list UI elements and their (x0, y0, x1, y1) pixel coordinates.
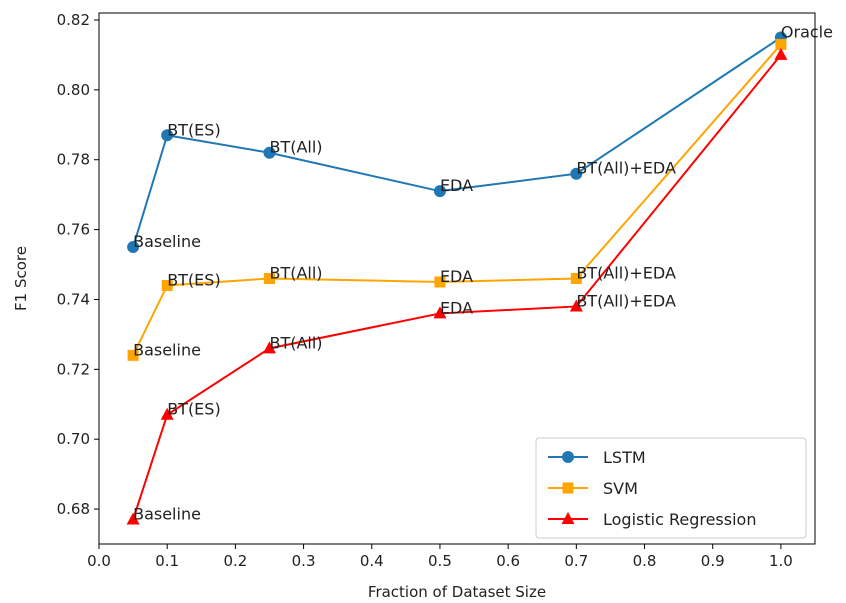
y-tick-label: 0.78 (57, 151, 90, 169)
data-point-label: Baseline (133, 340, 201, 359)
x-axis: 0.0 0.1 0.2 0.3 0.4 0.5 0.6 0.7 0.8 0.9 1.0 (87, 544, 793, 570)
y-axis-title: F1 Score (12, 246, 30, 311)
data-point-marker (161, 279, 173, 291)
x-tick-label: 0.8 (633, 552, 657, 570)
data-point-marker (160, 407, 174, 420)
legend-entry: SVM (603, 479, 638, 498)
data-point-marker (433, 306, 447, 319)
series-line-lstm (132, 36, 782, 248)
y-tick-label: 0.82 (57, 11, 90, 29)
data-point-label: BT(All) (269, 264, 322, 283)
data-point-marker (263, 273, 275, 284)
y-axis: 0.68 0.70 0.72 0.74 0.76 0.78 0.80 0.82 (57, 11, 99, 518)
series-line-svm (132, 43, 782, 356)
data-point-marker (775, 38, 787, 50)
legend-entry: Logistic Regression (603, 510, 756, 529)
data-point-label: Baseline (133, 505, 201, 524)
data-point-marker (569, 299, 583, 312)
legend-box (535, 437, 807, 539)
x-axis-title: Fraction of Dataset Size (368, 583, 546, 601)
x-tick-label: 1.0 (769, 552, 793, 570)
data-point-label: EDA (440, 298, 473, 317)
data-point-marker (434, 276, 446, 288)
series-line-logistic-regression (132, 54, 782, 520)
x-tick-label: 0.9 (701, 552, 725, 570)
data-point-label: BT(All)+EDA (576, 264, 676, 283)
x-tick-label: 0.5 (428, 552, 452, 570)
legend: LSTM SVM Logistic Regression (535, 437, 807, 539)
data-point-marker (127, 349, 139, 361)
y-tick-label: 0.72 (57, 360, 90, 378)
legend-marker (562, 451, 574, 463)
data-point-marker (774, 47, 788, 60)
x-tick-label: 0.0 (87, 552, 111, 570)
data-point-marker (126, 512, 140, 525)
data-point-label: EDA (440, 267, 473, 286)
data-point-label: BT(All) (269, 333, 322, 352)
legend-entry: LSTM (603, 448, 646, 467)
x-tick-label: 0.3 (292, 552, 316, 570)
plot-area: Baseline BT(ES) BT(All) EDA BT(All)+EDA Oracl… (126, 22, 833, 525)
data-point-marker (433, 185, 446, 198)
data-point-label: BT(ES) (167, 270, 221, 289)
data-point-label: Oracle (781, 22, 833, 41)
data-point-marker (263, 146, 276, 159)
data-point-label: BT(All) (269, 138, 322, 157)
data-point-label: BT(ES) (167, 400, 221, 419)
x-tick-label: 0.1 (155, 552, 179, 570)
y-tick-label: 0.80 (57, 81, 90, 99)
y-tick-label: 0.76 (57, 221, 90, 239)
y-tick-label: 0.74 (57, 290, 90, 308)
data-point-label: BT(All)+EDA (576, 291, 676, 310)
data-point-label: EDA (440, 176, 473, 195)
data-point-marker (161, 129, 174, 142)
data-point-marker (570, 273, 582, 284)
y-tick-label: 0.68 (57, 500, 90, 518)
data-point-marker (262, 341, 276, 354)
data-point-marker (127, 241, 140, 254)
data-point-marker (570, 167, 583, 180)
x-tick-label: 0.7 (564, 552, 588, 570)
x-tick-label: 0.4 (360, 552, 384, 570)
data-point-label: Baseline (133, 232, 201, 251)
x-tick-label: 0.6 (496, 552, 520, 570)
legend-marker (561, 512, 575, 524)
data-point-label: BT(ES) (167, 120, 221, 139)
data-point-label: BT(All)+EDA (576, 159, 676, 178)
legend-marker (562, 482, 574, 494)
y-tick-label: 0.70 (57, 430, 90, 448)
x-tick-label: 0.2 (223, 552, 247, 570)
axes-frame (98, 12, 816, 545)
